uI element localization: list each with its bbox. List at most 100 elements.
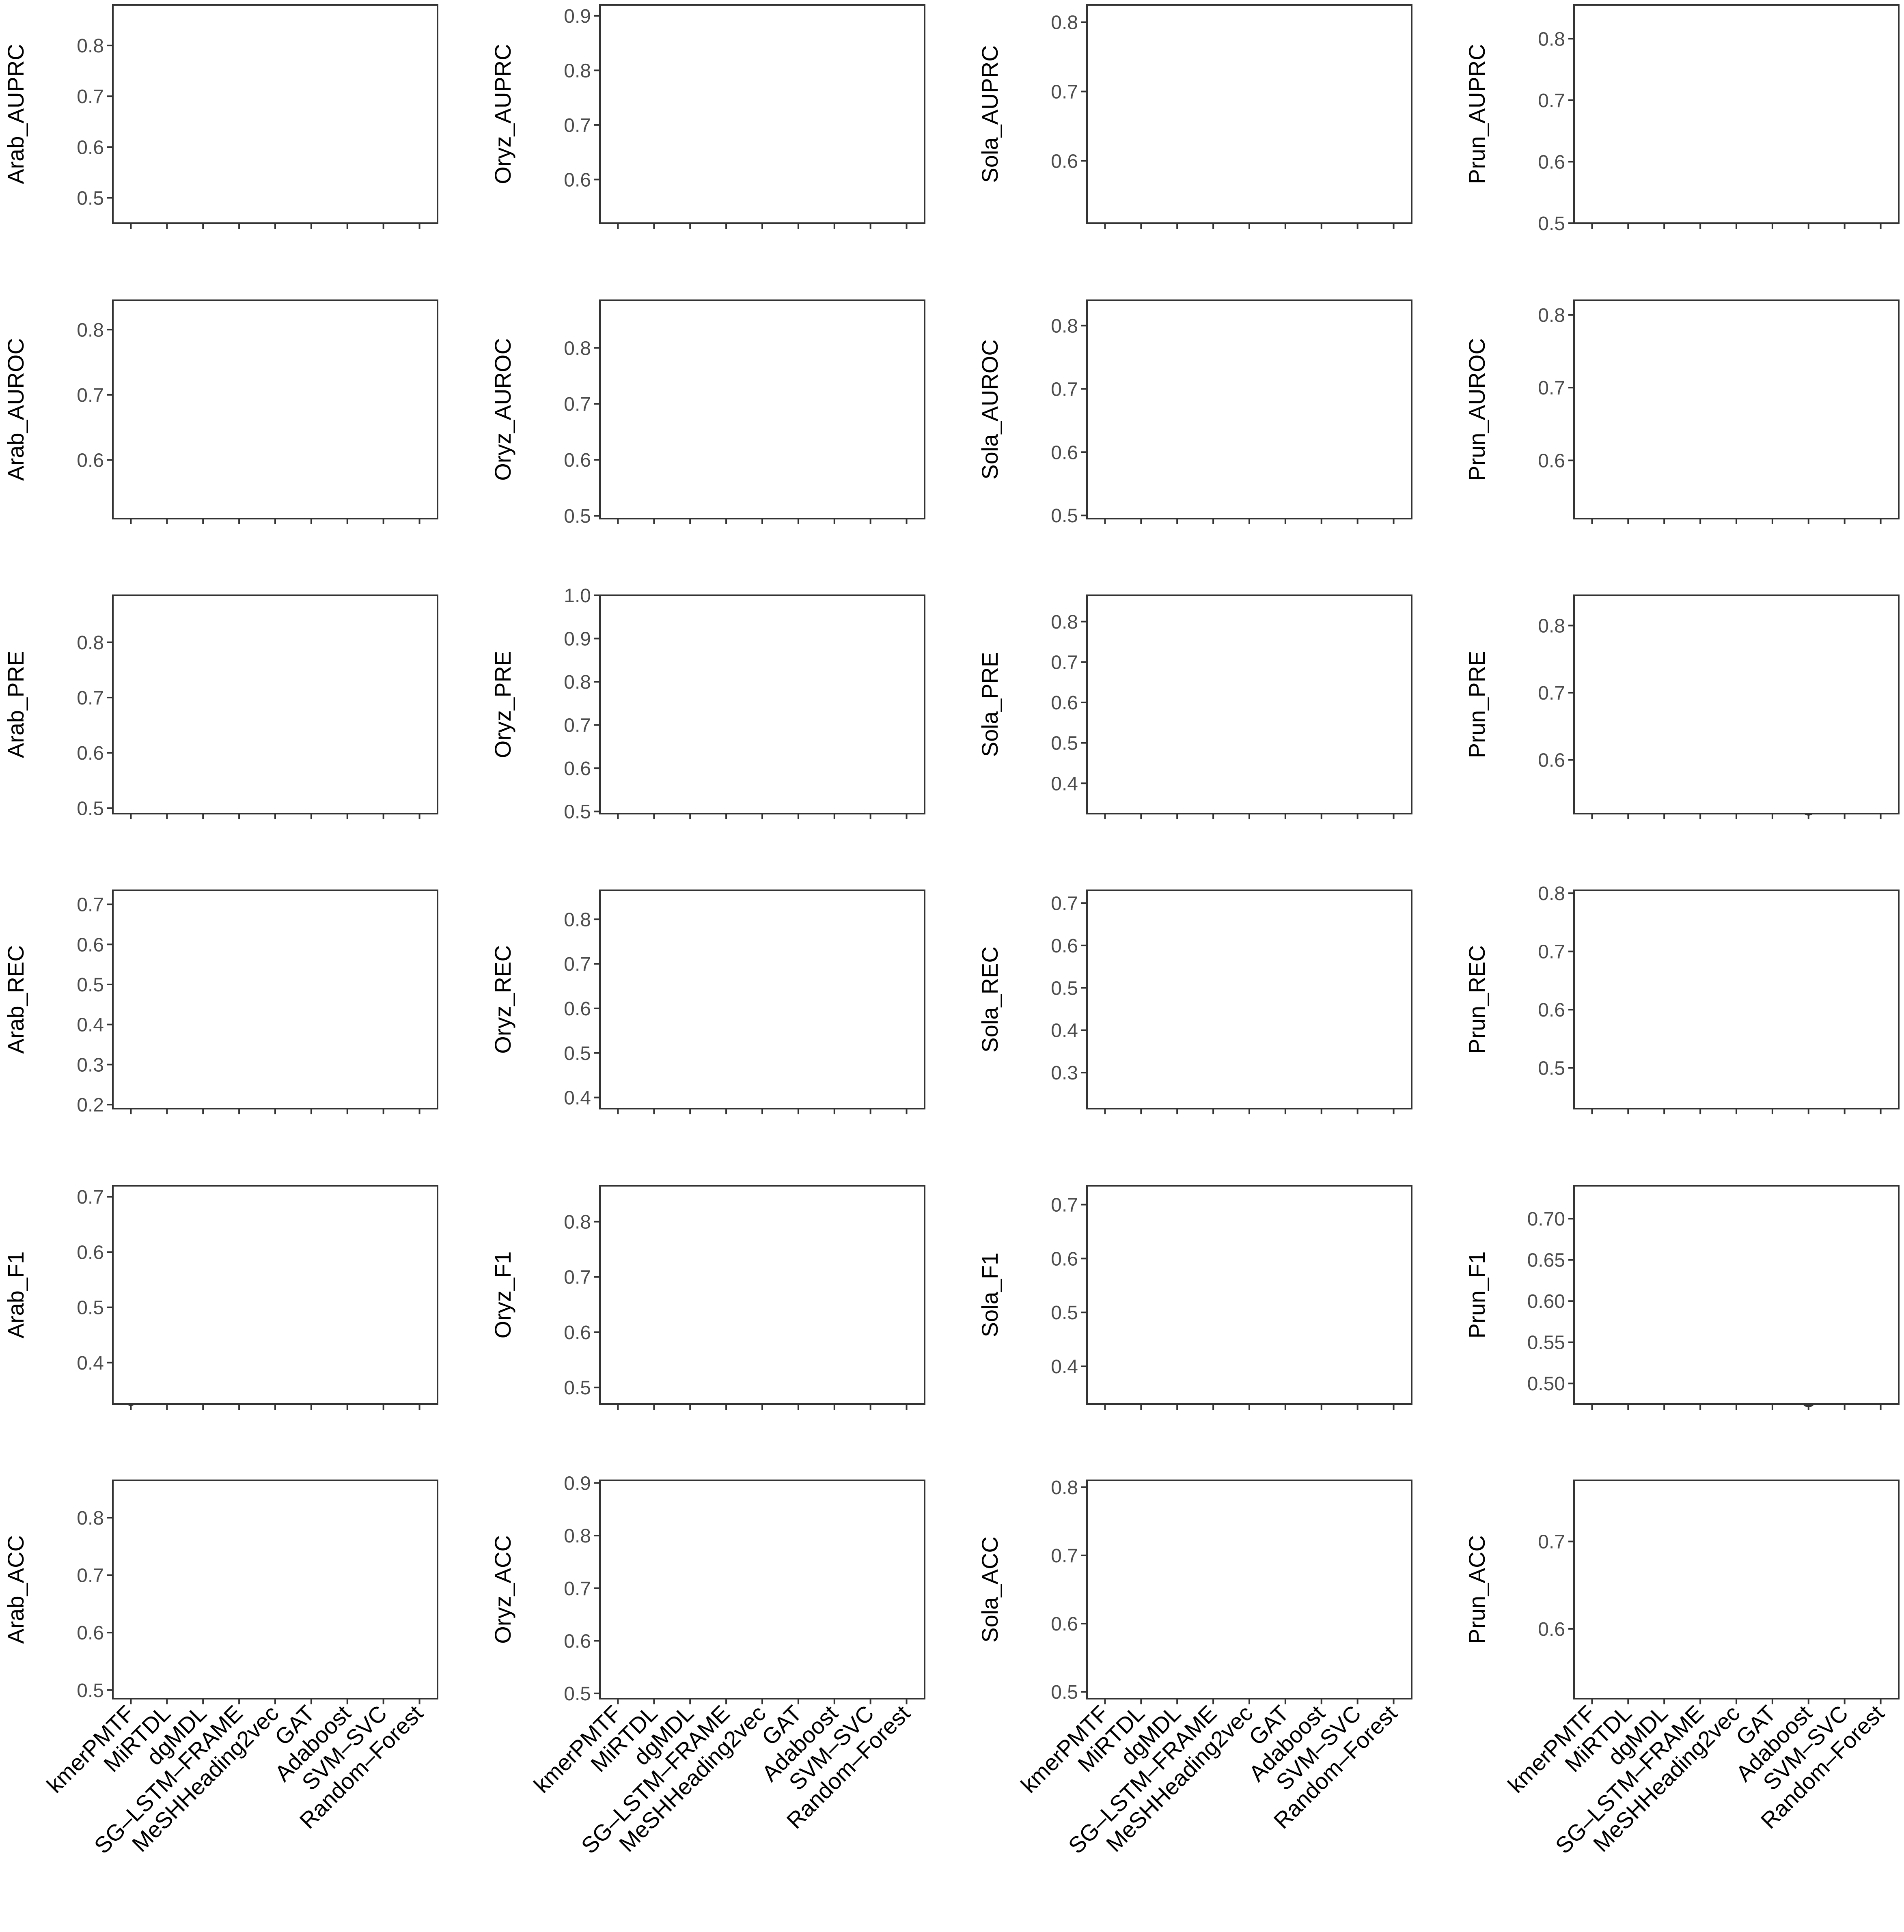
y-tick-label: 0.8	[1051, 1477, 1078, 1499]
panel-frame	[1086, 1480, 1412, 1699]
y-tick-label: 0.7	[1051, 652, 1078, 673]
panel-frame	[1573, 4, 1900, 224]
panel-sola-rec: 0.3 0.4 0.5 0.6 0.7 Sola_REC	[977, 890, 1412, 1114]
y-axis-title: Oryz_F1	[490, 1251, 515, 1339]
panel-oryz-auroc: 0.5 0.6 0.7 0.8 Oryz_AUROC	[490, 299, 925, 527]
y-axis-title: Prun_AUROC	[1464, 338, 1490, 481]
panel-oryz-acc: 0.50.60.70.80.9Oryz_ACCkmerPMTFMiRTDLdgM…	[490, 1473, 925, 1859]
y-tick-label: 0.6	[77, 934, 104, 956]
panel-arab-auprc: 0.5 0.6 0.7 0.8 Arab_AUPRC	[3, 4, 438, 229]
panel-sola-auroc: 0.5 0.6 0.7 0.8 Sola_AUROC	[977, 299, 1412, 527]
y-tick-label: 0.6	[564, 1630, 591, 1652]
y-tick-label: 0.8	[564, 909, 591, 930]
y-axis-title: Sola_PRE	[977, 652, 1003, 757]
y-tick-label: 0.7	[564, 954, 591, 975]
panel-sola-acc: 0.50.60.70.8Sola_ACCkmerPMTFMiRTDLdgMDLS…	[977, 1477, 1412, 1859]
y-tick-label: 0.8	[564, 1525, 591, 1547]
y-tick-label: 0.6	[1051, 151, 1078, 172]
y-tick-label: 0.6	[1538, 750, 1565, 771]
y-tick-label: 0.7	[1051, 379, 1078, 400]
y-tick-label: 0.50	[1527, 1373, 1565, 1395]
y-axis-title: Sola_ACC	[977, 1536, 1003, 1642]
y-tick-label: 0.7	[77, 687, 104, 709]
y-axis-title: Arab_REC	[3, 945, 28, 1054]
y-tick-label: 0.8	[1051, 12, 1078, 34]
y-tick-label: 0.6	[564, 998, 591, 1020]
y-tick-label: 0.7	[77, 385, 104, 406]
panel-prun-rec: 0.5 0.6 0.7 0.8 Prun_REC	[1464, 883, 1900, 1114]
y-tick-label: 0.4	[77, 1014, 104, 1036]
y-tick-label: 0.7	[1051, 1194, 1078, 1216]
y-tick-label: 0.5	[1051, 1302, 1078, 1324]
y-axis-title: Sola_F1	[977, 1253, 1003, 1338]
y-tick-label: 0.6	[1051, 692, 1078, 714]
y-axis-title: Prun_PRE	[1464, 651, 1490, 758]
panel-frame	[599, 890, 925, 1109]
y-axis-title: Sola_AUPRC	[977, 45, 1003, 183]
y-tick-label: 0.7	[564, 715, 591, 737]
y-axis-title: Oryz_PRE	[490, 651, 515, 758]
y-tick-label: 0.5	[564, 1377, 591, 1399]
y-tick-label: 0.6	[77, 1242, 104, 1263]
y-axis-title: Sola_AUROC	[977, 339, 1003, 479]
y-tick-label: 0.5	[77, 798, 104, 819]
y-tick-label: 0.7	[1538, 377, 1565, 399]
y-tick-label: 0.5	[1051, 733, 1078, 754]
y-tick-label: 0.5	[1051, 1682, 1078, 1703]
y-tick-label: 0.8	[1538, 883, 1565, 905]
panel-frame	[1573, 890, 1900, 1109]
y-axis-title: Oryz_REC	[490, 945, 515, 1054]
panel-frame	[1086, 594, 1412, 814]
y-tick-label: 0.7	[1051, 893, 1078, 914]
y-tick-label: 0.5	[1051, 505, 1078, 527]
y-tick-label: 0.9	[564, 6, 591, 27]
panel-frame	[112, 594, 438, 814]
panel-arab-acc: 0.50.60.70.8Arab_ACCkmerPMTFMiRTDLdgMDLS…	[3, 1480, 438, 1859]
y-tick-label: 0.7	[564, 1578, 591, 1600]
y-tick-label: 0.4	[1051, 773, 1078, 795]
y-tick-label: 0.2	[77, 1094, 104, 1116]
y-tick-label: 0.5	[77, 974, 104, 996]
y-tick-label: 0.4	[564, 1088, 591, 1109]
y-tick-label: 0.8	[564, 338, 591, 359]
y-axis-title: Sola_REC	[977, 946, 1003, 1052]
panel-frame	[112, 1480, 438, 1699]
panel-frame	[599, 1185, 925, 1405]
y-axis-title: Oryz_ACC	[490, 1535, 515, 1644]
panel-sola-f1: 0.4 0.5 0.6 0.7 Sola_F1	[977, 1185, 1412, 1410]
panel-frame	[1573, 594, 1900, 814]
y-axis-title: Prun_AUPRC	[1464, 44, 1490, 184]
y-tick-label: 0.5	[77, 1680, 104, 1702]
y-tick-label: 0.5	[77, 187, 104, 209]
y-tick-label: 0.7	[77, 894, 104, 916]
y-tick-label: 0.3	[77, 1054, 104, 1076]
y-tick-label: 0.7	[1538, 683, 1565, 704]
y-tick-label: 0.8	[1538, 615, 1565, 637]
y-tick-label: 0.4	[77, 1353, 104, 1374]
y-tick-label: 0.5	[77, 1297, 104, 1319]
y-tick-label: 0.6	[564, 450, 591, 471]
panel-frame	[599, 4, 925, 224]
y-tick-label: 0.7	[564, 1267, 591, 1288]
y-tick-label: 0.7	[1538, 941, 1565, 963]
panel-arab-rec: 0.2 0.3 0.4 0.5 0.6 0.7 Arab_REC	[3, 890, 438, 1116]
y-tick-label: 0.8	[77, 632, 104, 654]
panel-frame	[599, 594, 925, 814]
y-tick-label: 0.6	[77, 1622, 104, 1644]
panel-oryz-pre: 0.5 0.6 0.7 0.8 0.9 1.0 Oryz_PRE	[490, 585, 925, 823]
panel-frame	[1086, 1185, 1412, 1405]
panel-frame	[599, 299, 925, 519]
y-axis-title: Oryz_AUPRC	[490, 44, 515, 184]
panel-frame	[1086, 4, 1412, 224]
y-tick-label: 0.8	[1538, 305, 1565, 326]
panel-sola-auprc: 0.6 0.7 0.8 Sola_AUPRC	[977, 4, 1412, 229]
y-tick-label: 0.70	[1527, 1208, 1565, 1230]
panel-arab-auroc: 0.6 0.7 0.8 Arab_AUROC	[3, 299, 438, 524]
y-tick-label: 1.0	[564, 585, 591, 607]
panel-oryz-rec: 0.4 0.5 0.6 0.7 0.8 Oryz_REC	[490, 890, 925, 1114]
panel-frame	[112, 299, 438, 519]
y-axis-title: Arab_PRE	[3, 651, 28, 758]
y-tick-label: 0.6	[564, 169, 591, 191]
y-tick-label: 0.7	[1051, 81, 1078, 103]
